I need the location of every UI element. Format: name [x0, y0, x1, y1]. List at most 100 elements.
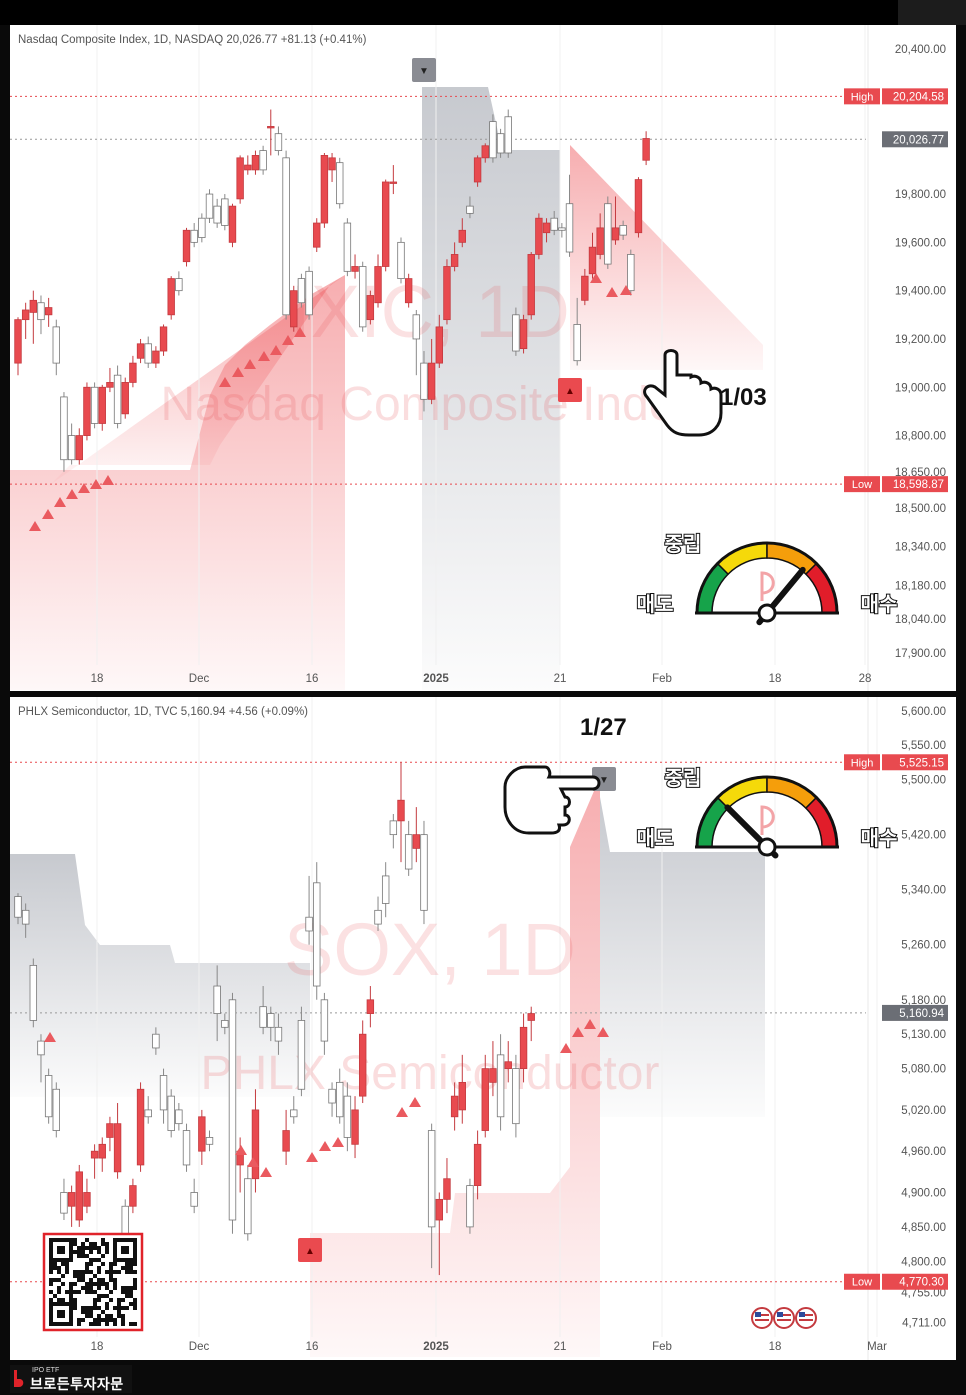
- candle-body: [412, 834, 421, 849]
- x-tick-label: 2025: [423, 1341, 449, 1353]
- candle: [596, 213, 604, 260]
- y-tick-label: 18,650.00: [895, 467, 946, 479]
- x-tick-label: 28: [859, 673, 872, 685]
- y-tick-label: 5,260.00: [901, 940, 946, 952]
- buy-flag-triangle: [247, 1157, 259, 1167]
- buy-signal-arrow: ▲: [565, 386, 575, 397]
- candle-body: [343, 222, 352, 272]
- buy-zone: [310, 777, 600, 1357]
- candle-body: [182, 1130, 191, 1166]
- high-price-tag: [844, 88, 880, 105]
- candle: [420, 820, 428, 925]
- candle-body: [443, 1178, 451, 1200]
- gauge-label-sell: 매도: [637, 827, 674, 850]
- candle: [182, 227, 191, 267]
- chart-panel-nasdaq: IXIC, 1D Nasdaq Composite Index ▼ ▲ 20,400.0…: [10, 25, 956, 691]
- candle: [358, 1020, 367, 1104]
- candle: [581, 268, 589, 306]
- candle: [412, 807, 421, 863]
- candle-body: [182, 229, 191, 263]
- buy-flag-triangle: [90, 479, 102, 489]
- candle-body: [44, 1075, 53, 1118]
- candle-body: [412, 314, 421, 340]
- candle-body: [21, 309, 30, 321]
- candle-body: [358, 1033, 367, 1097]
- candle: [14, 893, 22, 925]
- candle: [282, 1109, 290, 1165]
- buy-flag-triangle: [560, 1043, 572, 1053]
- candle: [466, 196, 474, 219]
- candle: [136, 338, 145, 364]
- candle: [336, 157, 344, 209]
- buy-flag-triangle: [294, 327, 306, 337]
- candle: [52, 1082, 60, 1138]
- candle: [282, 150, 290, 320]
- y-tick-label: 19,200.00: [895, 334, 946, 346]
- candle-body: [213, 205, 221, 224]
- candle-body: [642, 138, 650, 161]
- candle-body: [282, 1130, 290, 1152]
- buy-flag-triangle: [409, 1097, 421, 1107]
- last-price-value-box: [882, 131, 948, 148]
- candle: [305, 875, 313, 945]
- candle-body: [351, 266, 359, 272]
- candle-body: [67, 435, 76, 461]
- sell-signal-arrow: ▼: [599, 775, 609, 786]
- y-tick-label: 18,340.00: [895, 542, 946, 554]
- candle: [504, 1041, 512, 1083]
- candle-body: [167, 1095, 175, 1131]
- candle-body: [113, 374, 122, 424]
- buy-flag-triangle: [42, 509, 54, 519]
- candle-body: [558, 227, 566, 231]
- candle: [213, 965, 221, 1042]
- y-tick-label: 5,420.00: [901, 830, 946, 842]
- gauge-brand-icon: [760, 805, 775, 835]
- candle: [29, 958, 38, 1028]
- candle-body: [611, 227, 620, 241]
- low-price-value-box: [882, 476, 948, 493]
- y-tick-label: 4,755.00: [901, 1287, 946, 1299]
- candle-body: [450, 1095, 459, 1118]
- buy-flag-triangle: [258, 351, 270, 361]
- candle-body: [305, 916, 313, 932]
- candle-body: [205, 193, 214, 219]
- candle: [167, 276, 175, 320]
- candle-body: [519, 1026, 528, 1070]
- gauge-label-sell: 매도: [637, 593, 674, 616]
- candle: [75, 1164, 83, 1227]
- candle-body: [83, 1192, 91, 1207]
- candle: [473, 1130, 482, 1200]
- buy-flag-triangle: [235, 1145, 247, 1155]
- low-price-value: 18,598.87: [893, 479, 944, 491]
- candle: [106, 1116, 114, 1152]
- sell-signal-box: [412, 58, 436, 82]
- candle-body: [458, 229, 466, 243]
- candle-body: [75, 1171, 83, 1221]
- candle: [351, 254, 359, 279]
- candle-body: [634, 179, 643, 234]
- candle-body: [14, 896, 22, 918]
- buy-signal-box: [558, 378, 582, 402]
- candle: [343, 1082, 352, 1152]
- candle: [427, 338, 436, 405]
- candle-body: [290, 1109, 298, 1118]
- candle: [458, 1054, 466, 1124]
- chart-sox: SOX, 1D PHLX Semiconductor ▼ ▲ 5,600.00 5,550…: [10, 697, 948, 1360]
- candle-body: [374, 909, 382, 925]
- candle: [259, 145, 267, 175]
- candle: [274, 1013, 283, 1055]
- candle: [205, 189, 214, 224]
- candle: [90, 382, 99, 429]
- candle-body: [98, 1143, 106, 1159]
- candle-body: [473, 1143, 482, 1187]
- flag-icon: [773, 1307, 795, 1329]
- gauge-outline: [695, 775, 839, 848]
- candle-body: [67, 1192, 76, 1207]
- candle: [374, 254, 382, 308]
- candle: [44, 297, 53, 327]
- candle: [611, 196, 620, 245]
- candle-body: [328, 1088, 336, 1104]
- x-tick-label: 2025: [423, 673, 449, 685]
- candle-body: [152, 350, 160, 364]
